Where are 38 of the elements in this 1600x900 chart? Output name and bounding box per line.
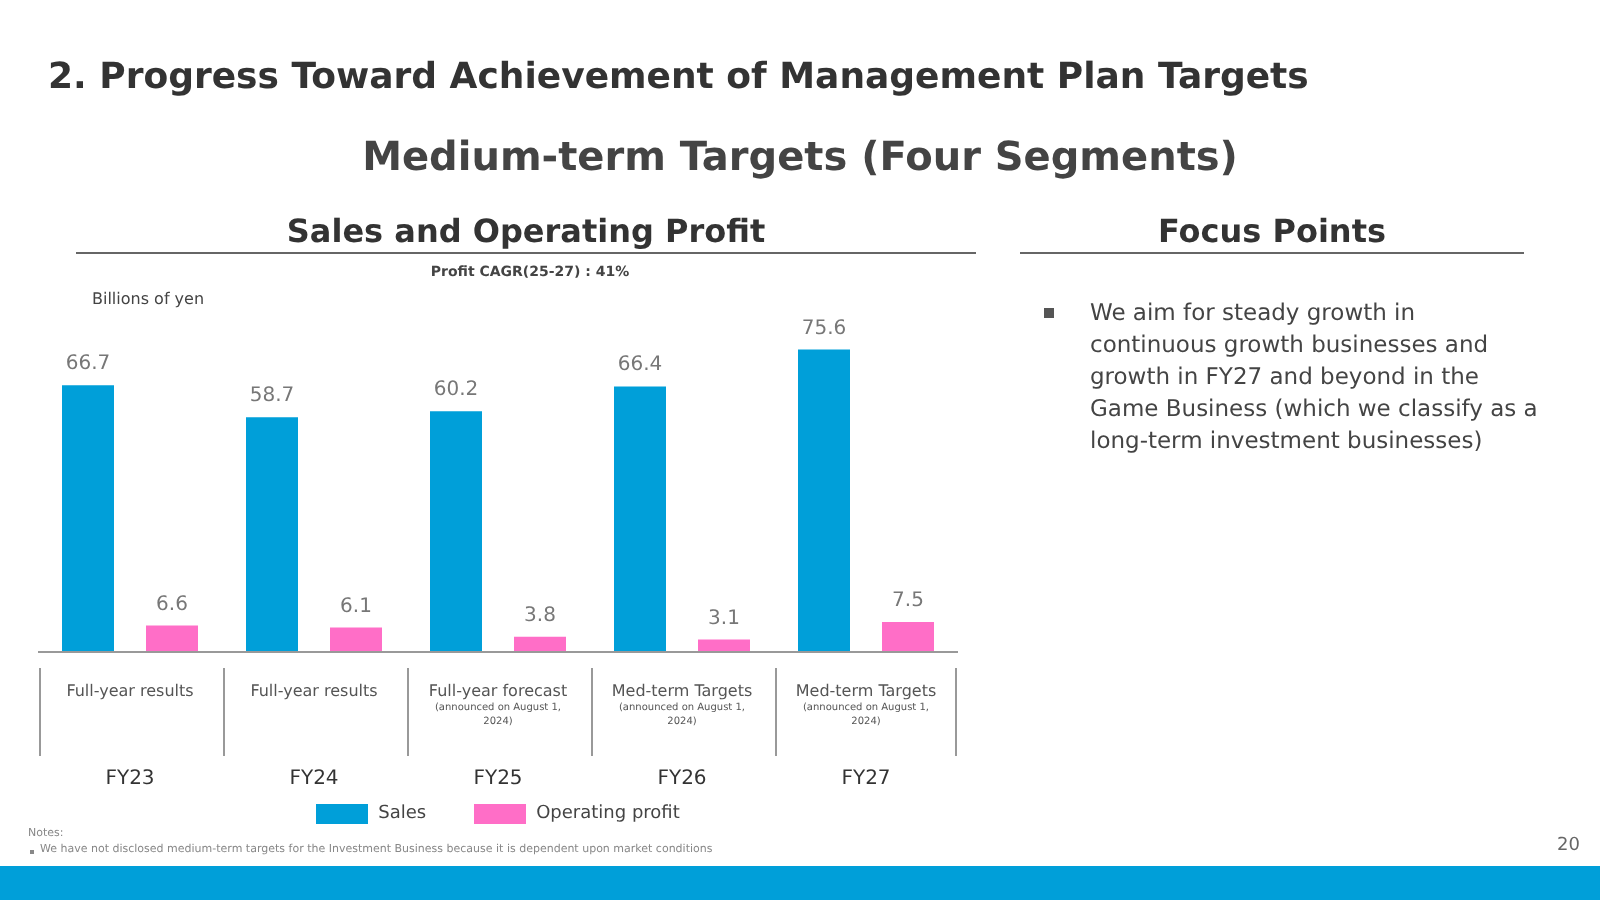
bar bbox=[146, 625, 198, 652]
bar bbox=[882, 622, 934, 652]
legend-label: Sales bbox=[376, 804, 427, 824]
bar bbox=[614, 386, 666, 652]
bar bbox=[430, 411, 482, 652]
text: Med-term Targets bbox=[611, 682, 753, 700]
bar bbox=[246, 417, 298, 652]
x-tick-label: FY25 bbox=[473, 768, 523, 790]
data-label: 3.1 bbox=[708, 607, 740, 630]
data-label: 60.2 bbox=[433, 379, 479, 402]
text: Full-year results bbox=[250, 682, 378, 700]
text: Full-year results bbox=[66, 682, 194, 700]
bar bbox=[62, 385, 114, 652]
data-label: 66.4 bbox=[617, 354, 663, 377]
data-label: 58.7 bbox=[249, 385, 295, 408]
chart-title: 2. Progress Toward Achievement of Management Plan Targets bbox=[48, 56, 1309, 98]
data-label: 7.5 bbox=[892, 590, 924, 612]
x-tick-label: FY26 bbox=[657, 768, 707, 790]
y-axis-title: Billions of yen bbox=[92, 290, 205, 308]
text: We aim for steady growth in continuous growth businesses and growth in FY27 and beyond in the Game Business (which we classify as a long-term investment businesses) bbox=[1090, 296, 1540, 456]
text: Full-year forecast bbox=[428, 682, 568, 700]
bar bbox=[798, 349, 850, 652]
text: Sales and Operating Profit bbox=[76, 212, 976, 254]
text: Focus Points bbox=[1020, 212, 1524, 254]
x-tick-label: FY24 bbox=[289, 768, 339, 790]
text: 20 bbox=[1557, 836, 1580, 856]
data-label: 3.8 bbox=[524, 604, 556, 627]
data-label: 75.6 bbox=[801, 317, 847, 340]
chart-subtitle: Medium-term Targets (Four Segments) bbox=[360, 132, 1240, 180]
text: Med-term Targets bbox=[795, 682, 937, 700]
bar bbox=[330, 627, 382, 652]
x-tick-label: FY27 bbox=[841, 768, 891, 790]
data-label: 6.6 bbox=[156, 593, 188, 616]
bar bbox=[514, 636, 566, 652]
data-label: 66.7 bbox=[65, 353, 111, 376]
legend-label: Operating profit bbox=[534, 804, 680, 824]
x-tick-label: FY23 bbox=[105, 768, 155, 790]
data-label: 6.1 bbox=[340, 595, 372, 618]
